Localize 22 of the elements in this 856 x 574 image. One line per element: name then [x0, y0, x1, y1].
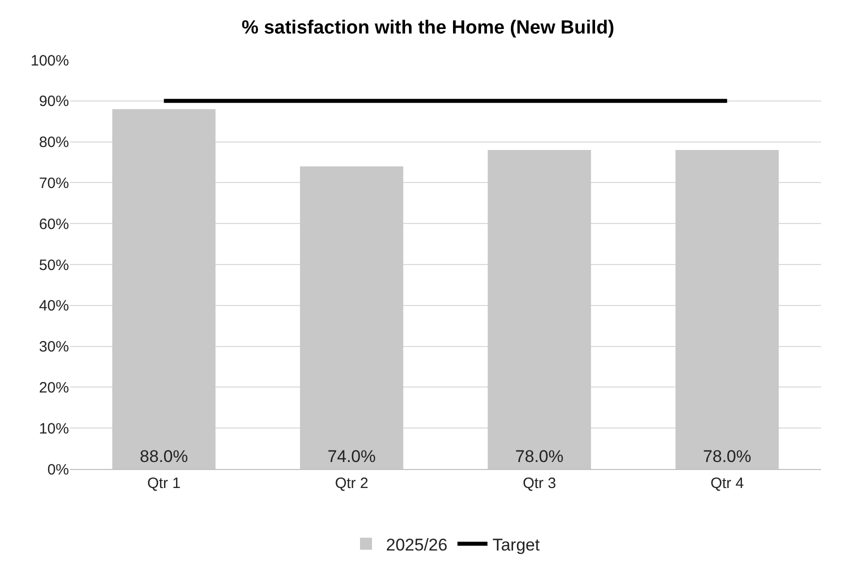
y-tick-label: 40% [38, 298, 69, 315]
data-label: 78.0% [515, 447, 564, 466]
x-tick-label: Qtr 3 [522, 475, 556, 492]
chart-title: % satisfaction with the Home (New Build) [242, 17, 614, 38]
y-tick-label: 10% [38, 420, 69, 438]
y-tick-label: 30% [38, 338, 69, 356]
legend-label: Target [492, 535, 540, 554]
y-tick-label: 50% [38, 256, 69, 274]
y-tick-label: 20% [38, 379, 69, 396]
legend-label: 2025/26 [386, 535, 448, 554]
x-tick-label: Qtr 4 [710, 475, 744, 492]
y-tick-label: 60% [38, 216, 69, 233]
y-tick-label: 90% [38, 93, 69, 110]
data-label: 78.0% [703, 447, 752, 466]
x-tick-label: Qtr 2 [334, 475, 368, 492]
y-tick-label: 70% [38, 174, 69, 192]
x-tick-label: Qtr 1 [147, 475, 181, 492]
data-label: 88.0% [140, 447, 188, 466]
y-tick-label: 100% [30, 52, 69, 70]
y-tick-label: 80% [38, 134, 69, 152]
data-label: 74.0% [328, 447, 376, 466]
y-tick-label: 0% [47, 461, 69, 478]
